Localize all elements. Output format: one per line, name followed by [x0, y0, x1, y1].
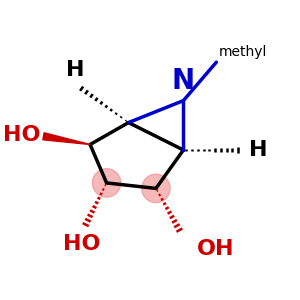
- Text: HO: HO: [63, 234, 100, 254]
- Text: OH: OH: [197, 239, 235, 259]
- Text: HO: HO: [3, 125, 41, 145]
- Circle shape: [142, 174, 170, 203]
- Circle shape: [92, 169, 121, 197]
- Text: H: H: [249, 140, 268, 160]
- Text: methyl: methyl: [219, 46, 267, 59]
- Polygon shape: [43, 133, 90, 145]
- Text: H: H: [66, 60, 84, 80]
- Text: N: N: [172, 67, 195, 95]
